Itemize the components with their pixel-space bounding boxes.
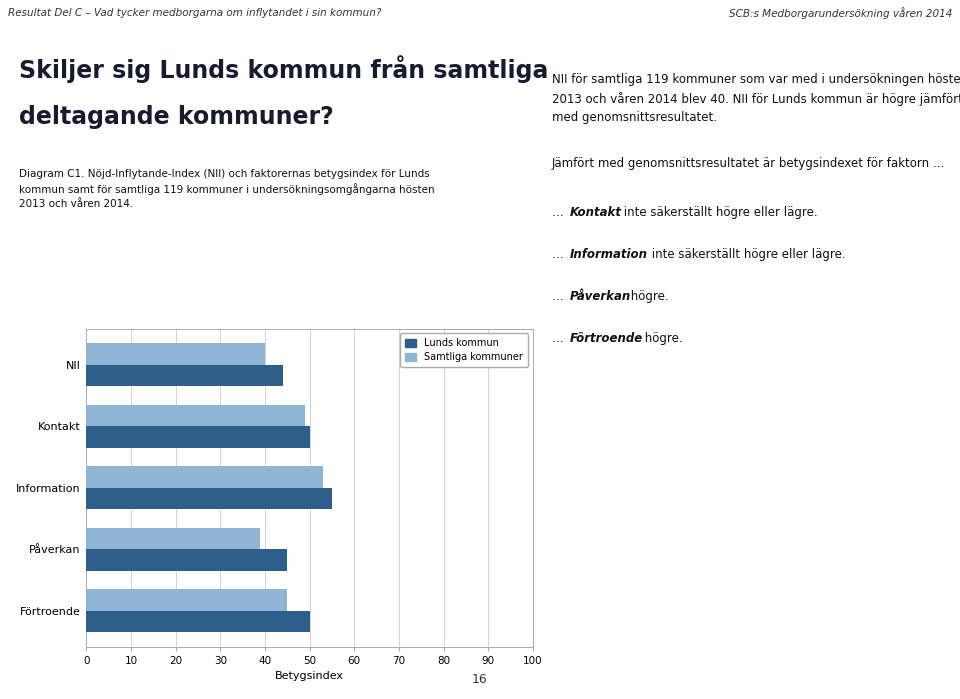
Bar <box>86 549 287 570</box>
Text: SCB:s Medborgarundersökning våren 2014: SCB:s Medborgarundersökning våren 2014 <box>729 7 952 20</box>
Text: …: … <box>552 248 567 261</box>
Bar <box>86 405 305 426</box>
Bar <box>86 589 287 611</box>
Text: Kontakt: Kontakt <box>569 206 621 219</box>
Text: NII för samtliga 119 kommuner som var med i undersökningen hösten
2013 och våren: NII för samtliga 119 kommuner som var me… <box>552 73 960 124</box>
Text: …: … <box>552 206 567 219</box>
Bar <box>86 364 283 386</box>
Bar <box>86 528 260 549</box>
Text: högre.: högre. <box>641 332 683 345</box>
Bar <box>86 426 310 447</box>
Bar <box>86 343 265 364</box>
Text: Information: Information <box>569 248 647 261</box>
Legend: Lunds kommun, Samtliga kommuner: Lunds kommun, Samtliga kommuner <box>400 333 528 367</box>
X-axis label: Betygsindex: Betygsindex <box>276 671 344 681</box>
Text: inte säkerställt högre eller lägre.: inte säkerställt högre eller lägre. <box>620 206 817 219</box>
Text: deltagande kommuner?: deltagande kommuner? <box>19 105 334 129</box>
Text: 16: 16 <box>472 673 488 686</box>
Text: Jämfört med genomsnittsresultatet är betygsindexet för faktorn …: Jämfört med genomsnittsresultatet är bet… <box>552 157 946 171</box>
Bar <box>86 466 323 487</box>
Text: Resultat Del C – Vad tycker medborgarna om inflytandet i sin kommun?: Resultat Del C – Vad tycker medborgarna … <box>8 8 381 18</box>
Text: högre.: högre. <box>627 290 668 303</box>
Text: …: … <box>552 332 567 345</box>
Text: Förtroende: Förtroende <box>569 332 642 345</box>
Bar <box>86 611 310 632</box>
Text: …: … <box>552 290 567 303</box>
Text: Diagram C1. Nöjd-Inflytande-Index (NII) och faktorernas betygsindex för Lunds
ko: Diagram C1. Nöjd-Inflytande-Index (NII) … <box>19 169 435 209</box>
Bar <box>86 487 332 509</box>
Text: inte säkerställt högre eller lägre.: inte säkerställt högre eller lägre. <box>649 248 846 261</box>
Text: Påverkan: Påverkan <box>569 290 631 303</box>
Text: Skiljer sig Lunds kommun från samtliga: Skiljer sig Lunds kommun från samtliga <box>19 55 548 82</box>
